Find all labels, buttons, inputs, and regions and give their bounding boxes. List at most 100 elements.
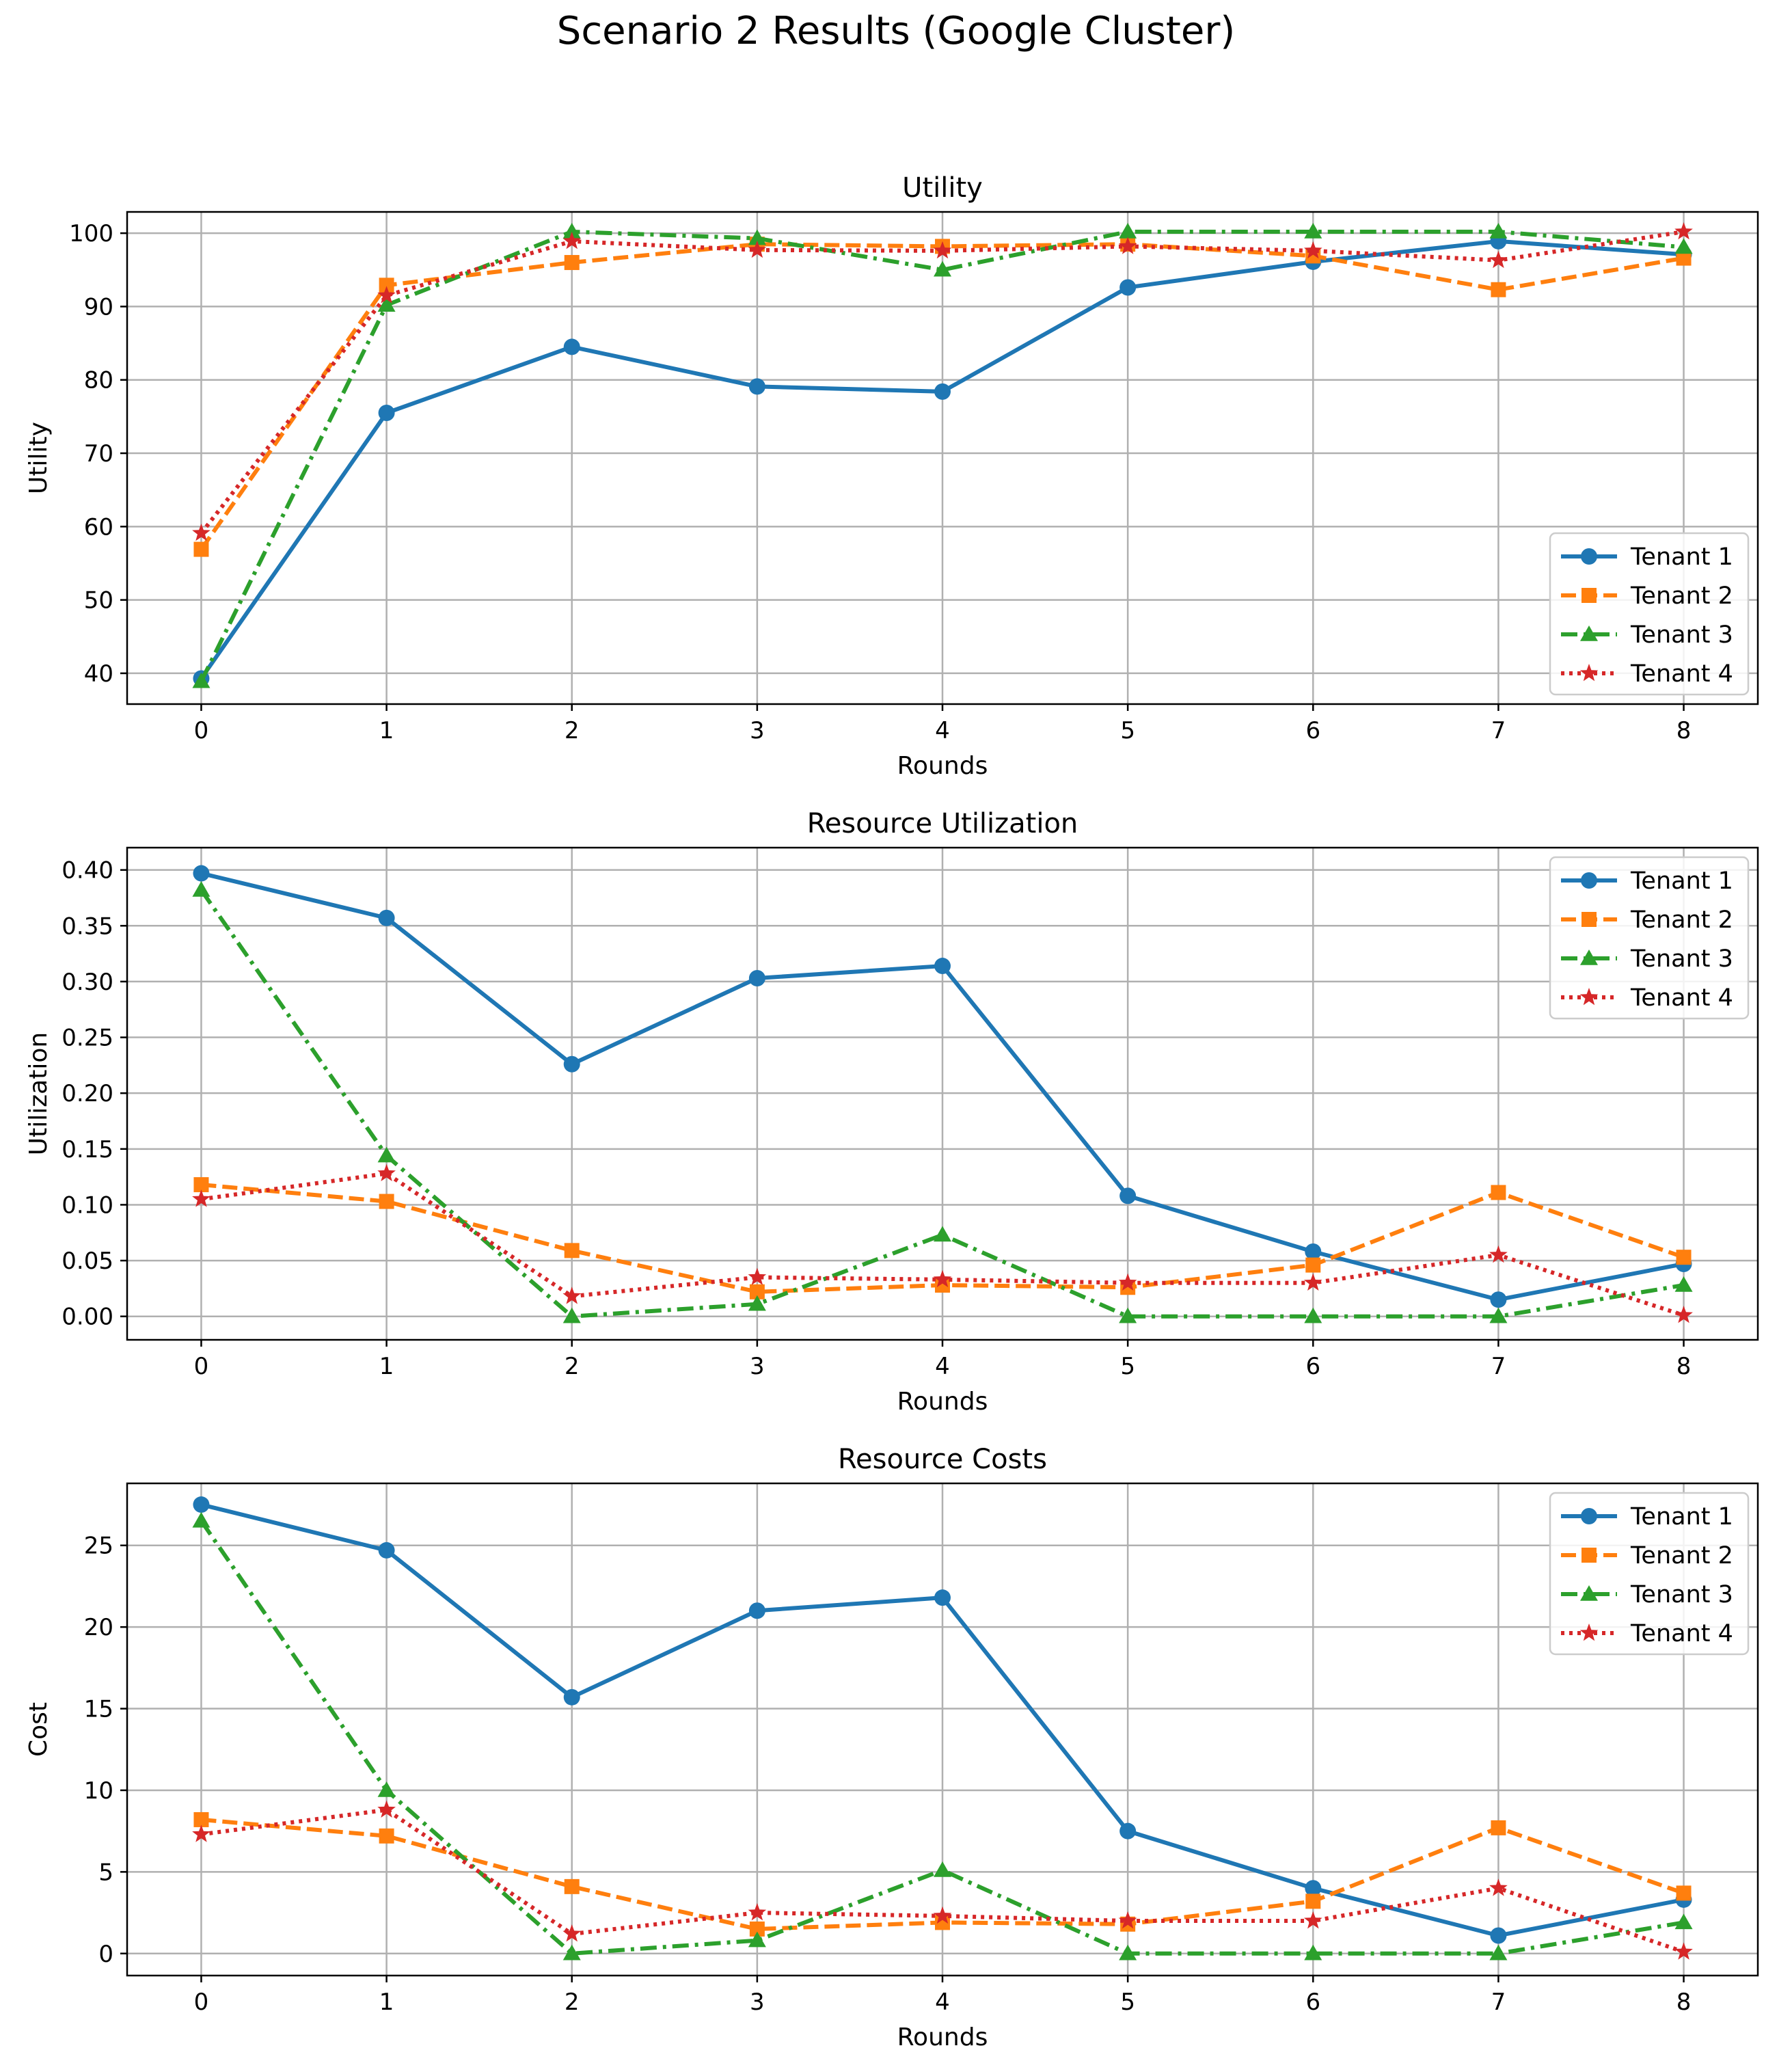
data-point-tenant-3-triangle-marker — [1489, 1944, 1508, 1961]
legend-star-marker-tenant-4 — [1579, 1624, 1599, 1641]
data-point-tenant-3-triangle-marker — [1674, 238, 1693, 254]
data-point-tenant-2-square-marker — [379, 278, 394, 293]
data-point-tenant-2-square-marker — [193, 1177, 209, 1193]
x-tick-label: 2 — [565, 1989, 580, 2016]
data-point-tenant-4-star-marker — [1303, 1273, 1322, 1291]
x-tick-label: 8 — [1676, 1353, 1692, 1380]
panel-title: Utility — [902, 172, 983, 204]
axes-frame — [126, 1482, 1759, 1977]
resource-costs-panel: 0 1 2 3 4 5 6 7 8 0 5 10 15 20 25 Resource Costs Rounds C… — [25, 1444, 1759, 2051]
data-point-tenant-4-star-marker — [1118, 1911, 1137, 1929]
data-point-tenant-3-triangle-marker — [377, 296, 396, 312]
y-tick-label: 0.00 — [62, 1304, 113, 1331]
legend-star-marker-tenant-4 — [1579, 988, 1599, 1006]
y-tick-label: 0.05 — [62, 1248, 113, 1275]
x-tick-label: 3 — [750, 1353, 765, 1380]
data-point-tenant-4-star-marker — [562, 1924, 582, 1942]
x-tick-label: 7 — [1491, 717, 1506, 744]
y-tick-label: 70 — [84, 440, 113, 468]
x-tick-label: 2 — [565, 1353, 580, 1380]
data-point-tenant-3-triangle-marker — [1489, 222, 1508, 239]
data-point-tenant-1-circle-marker — [378, 405, 395, 422]
y-tick-label: 0.25 — [62, 1025, 113, 1052]
x-tick-label: 3 — [750, 717, 765, 744]
data-point-tenant-3-triangle-marker — [192, 1511, 211, 1528]
legend-label-tenant-2: Tenant 2 — [1630, 582, 1733, 610]
data-point-tenant-1-circle-marker — [193, 865, 210, 882]
legend-triangle-marker-tenant-3 — [1580, 949, 1598, 965]
legend-label-tenant-4: Tenant 4 — [1630, 660, 1733, 688]
x-axis-label: Rounds — [897, 752, 988, 780]
data-point-tenant-1-circle-marker — [1305, 1880, 1322, 1897]
data-point-tenant-2-square-marker — [1305, 1894, 1321, 1909]
utility-panel: 0 1 2 3 4 5 6 7 8 40 50 60 70 80 90 100 Utility Rounds Uti… — [25, 172, 1759, 780]
data-point-tenant-4-star-marker — [1303, 1911, 1322, 1929]
data-point-tenant-2-square-marker — [1491, 1185, 1506, 1200]
x-tick-label: 0 — [194, 717, 209, 744]
y-axis-label: Utilization — [25, 1032, 53, 1155]
x-tick-label: 4 — [935, 1353, 950, 1380]
y-tick-label: 40 — [84, 660, 113, 688]
data-point-tenant-4-star-marker — [192, 1189, 211, 1207]
y-tick-label: 20 — [84, 1614, 113, 1641]
data-point-tenant-4-star-marker — [933, 1906, 952, 1924]
data-point-tenant-4-star-marker — [377, 1800, 396, 1818]
y-axis-label: Cost — [25, 1702, 53, 1757]
legend-label-tenant-1: Tenant 1 — [1630, 543, 1733, 571]
data-point-tenant-3-triangle-marker — [1304, 1307, 1322, 1323]
x-tick-label: 8 — [1676, 717, 1692, 744]
x-tick-label: 5 — [1120, 1989, 1135, 2016]
x-tick-label: 0 — [194, 1353, 209, 1380]
data-point-tenant-4-star-marker — [933, 1269, 952, 1288]
data-point-tenant-4-star-marker — [562, 1287, 582, 1304]
data-point-tenant-2-square-marker — [1676, 1250, 1692, 1265]
data-point-tenant-4-star-marker — [1489, 1245, 1508, 1263]
axes-frame — [126, 211, 1759, 705]
data-point-tenant-3-triangle-marker — [1119, 1307, 1137, 1323]
data-point-tenant-3-triangle-marker — [562, 1307, 581, 1323]
y-tick-label: 0.30 — [62, 969, 113, 996]
data-point-tenant-3-triangle-marker — [377, 1781, 396, 1797]
data-point-tenant-3-triangle-marker — [192, 672, 211, 688]
y-tick-label: 60 — [84, 513, 113, 541]
axes-frame — [126, 846, 1759, 1341]
x-tick-label: 6 — [1305, 1353, 1320, 1380]
data-point-tenant-1-circle-marker — [1119, 1187, 1137, 1204]
data-point-tenant-3-triangle-marker — [934, 1861, 951, 1877]
data-point-tenant-3-triangle-marker — [748, 229, 766, 245]
legend-label-tenant-1: Tenant 1 — [1630, 867, 1733, 895]
data-point-tenant-1-circle-marker — [748, 970, 765, 987]
legend-label-tenant-3: Tenant 3 — [1630, 945, 1733, 973]
data-point-tenant-4-star-marker — [1489, 250, 1508, 269]
x-tick-label: 5 — [1120, 1353, 1135, 1380]
y-tick-label: 0 — [98, 1941, 113, 1968]
data-point-tenant-2-square-marker — [1676, 250, 1692, 266]
legend-circle-marker-tenant-1 — [1581, 872, 1597, 889]
x-tick-label: 8 — [1676, 1989, 1692, 2016]
x-tick-label: 6 — [1305, 717, 1320, 744]
series-line-tenant-3 — [199, 229, 1684, 683]
legend-label-tenant-2: Tenant 2 — [1630, 906, 1733, 934]
panel-title: Resource Utilization — [807, 808, 1078, 839]
data-point-tenant-4-star-marker — [1118, 1273, 1137, 1291]
data-point-tenant-4-star-marker — [748, 1903, 767, 1921]
legend-label-tenant-4: Tenant 4 — [1630, 984, 1733, 1012]
x-tick-label: 7 — [1491, 1353, 1506, 1380]
data-point-tenant-2-square-marker — [1491, 1820, 1506, 1835]
legend: Tenant 1 Tenant 2 Tenant 3 Tenant 4 — [1549, 532, 1750, 696]
data-point-tenant-1-circle-marker — [1119, 1822, 1137, 1840]
data-point-tenant-4-star-marker — [1118, 237, 1137, 254]
data-point-tenant-1-circle-marker — [748, 1602, 765, 1619]
legend: Tenant 1 Tenant 2 Tenant 3 Tenant 4 — [1549, 1492, 1750, 1656]
data-point-tenant-4-star-marker — [562, 231, 582, 250]
legend-label-tenant-3: Tenant 3 — [1630, 1581, 1733, 1608]
data-point-tenant-4-star-marker — [748, 1267, 767, 1285]
x-tick-label: 2 — [565, 717, 580, 744]
figure-title: Scenario 2 Results (Google Cluster) — [557, 9, 1235, 53]
data-point-tenant-3-triangle-marker — [1489, 1307, 1508, 1323]
data-point-tenant-1-circle-marker — [563, 338, 580, 355]
data-point-tenant-3-triangle-marker — [748, 1295, 766, 1311]
legend-frame — [1549, 532, 1750, 696]
x-tick-label: 3 — [750, 1989, 765, 2016]
data-point-tenant-1-circle-marker — [563, 1688, 580, 1706]
